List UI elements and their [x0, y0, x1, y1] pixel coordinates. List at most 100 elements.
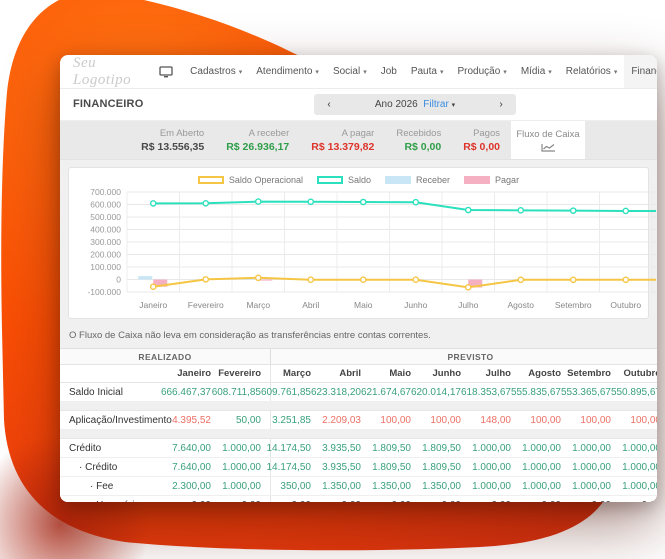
- table-cell: 666.467,37: [160, 386, 211, 398]
- nav-item-midia[interactable]: Mídia ▾: [514, 55, 559, 88]
- stat-value: R$ 13.556,35: [141, 140, 205, 153]
- table-cell: 555.835,67: [510, 386, 561, 398]
- cashflow-chart: 700.000 600.000 500.000 400.000 300.000 200.0…: [87, 187, 657, 310]
- legend-item: Saldo Operacional: [197, 175, 303, 185]
- next-year-button[interactable]: ›: [499, 99, 503, 110]
- legend-swatch: [197, 176, 224, 184]
- nav-item-job[interactable]: Job: [374, 55, 404, 88]
- row-label: · Honorário: [60, 496, 170, 503]
- table-cell: 100,00: [580, 414, 611, 426]
- table-header-setembro: Setembro: [567, 368, 611, 379]
- table-cell: 0,00: [520, 496, 570, 503]
- table-cell: 620.014,17: [410, 386, 461, 398]
- table-cell: 1.000,00: [572, 442, 611, 454]
- table-cell: 1.809,50: [422, 461, 461, 473]
- nav-item-producao[interactable]: Produção ▾: [450, 55, 513, 88]
- svg-text:400.000: 400.000: [90, 225, 121, 235]
- chart-legend: Saldo Operacional Saldo Receber Pagar: [77, 172, 640, 188]
- table-cell: 1.809,50: [422, 442, 461, 454]
- stat-label: Recebidos: [396, 127, 442, 139]
- filter-caret-icon: ▾: [451, 102, 456, 109]
- nav-item-label: Job: [380, 66, 397, 77]
- top-navbar: Seu Logotipo Cadastros ▾ Atendimento ▾ Socia…: [60, 55, 657, 89]
- table-cell: 0,00: [420, 496, 470, 503]
- legend-item: Saldo: [316, 175, 371, 185]
- legend-label: Receber: [416, 175, 451, 185]
- stat-value: R$ 26.936,17: [226, 140, 290, 153]
- table-cell: 550.895,67: [610, 386, 657, 398]
- table-cell: 7.640,00: [172, 461, 211, 473]
- main-menu: Cadastros ▾ Atendimento ▾ Social ▾ Job Pauta ▾ Pr…: [159, 55, 657, 88]
- table-cell: 2.209,03: [322, 414, 361, 426]
- stat-value: R$ 0,00: [463, 140, 500, 153]
- table-cell: 1.000,00: [572, 461, 611, 473]
- table-cell: 0,00: [220, 496, 270, 503]
- table-row: · Honorário0,000,000,000,000,000,000,000…: [60, 496, 657, 502]
- app-window: Seu Logotipo Cadastros ▾ Atendimento ▾ Socia…: [60, 55, 657, 502]
- nav-item-cadastros[interactable]: Cadastros ▾: [183, 55, 249, 88]
- table-header-row: Janeiro Fevereiro Março Abril Maio Junho Julho…: [60, 365, 657, 383]
- table-cell: 0,00: [370, 496, 420, 503]
- cashflow-note: O Fluxo de Caixa não leva em consideraçã…: [69, 330, 431, 341]
- table-row: · Crédito 7.640,00 1.000,00 14.174,50 3.935,…: [60, 458, 657, 477]
- table-cell: 3.935,50: [322, 442, 361, 454]
- table-cell: 1.000,00: [472, 480, 511, 492]
- monitor-icon[interactable]: [159, 55, 173, 88]
- table-cell: 1.000,00: [222, 442, 261, 454]
- table-cell: 350,00: [270, 477, 320, 495]
- tab-fluxo-de-caixa[interactable]: Fluxo de Caixa: [511, 121, 585, 159]
- nav-item-relatorios[interactable]: Relatórios ▾: [559, 55, 625, 88]
- chevron-down-icon: ▾: [315, 68, 319, 76]
- legend-item: Pagar: [464, 175, 519, 185]
- nav-item-label: Produção: [457, 66, 501, 77]
- chevron-down-icon: ▾: [548, 68, 552, 76]
- nav-item-atendimento[interactable]: Atendimento ▾: [249, 55, 326, 88]
- nav-item-pauta[interactable]: Pauta ▾: [404, 55, 451, 88]
- chevron-down-icon: ▾: [503, 68, 507, 76]
- table-cell: 609.761,85: [261, 383, 320, 401]
- table-cell: 1.000,00: [522, 442, 561, 454]
- table-cell: 100,00: [380, 414, 411, 426]
- table-cell: 7.640,00: [172, 442, 211, 454]
- table-row: Saldo Inicial 666.467,37 608.711,85 609.761…: [60, 383, 657, 402]
- table-cell: 553.365,67: [560, 386, 611, 398]
- svg-text:100.000: 100.000: [90, 262, 121, 272]
- table-cell: 618.353,67: [460, 386, 511, 398]
- svg-text:Março: Março: [246, 300, 270, 310]
- cashflow-chart-panel: Saldo Operacional Saldo Receber Pagar 700.0…: [68, 167, 657, 319]
- chevron-down-icon: ▾: [439, 68, 444, 76]
- table-cell: 1.809,50: [372, 461, 411, 473]
- svg-text:-100.000: -100.000: [87, 287, 121, 297]
- table-header-fevereiro: Fevereiro: [218, 368, 261, 379]
- app-logo: Seu Logotipo: [73, 55, 132, 88]
- table-group-realizado: REALIZADO: [138, 351, 192, 362]
- nav-item-social[interactable]: Social ▾: [326, 55, 374, 88]
- prev-year-button[interactable]: ‹: [327, 99, 331, 110]
- table-cell: 4.395,52: [172, 414, 211, 426]
- stat-value: R$ 13.379,82: [311, 140, 375, 153]
- stat-em-aberto: Em Aberto R$ 13.556,35: [130, 121, 215, 159]
- nav-item-label: Cadastros: [190, 66, 236, 77]
- table-row: · Fee 2.300,00 1.000,00 350,00 1.350,00 1.350…: [60, 477, 657, 496]
- table-cell: 50,00: [235, 414, 261, 426]
- cashflow-table: REALIZADO PREVISTO Janeiro Fevereiro Março Ab…: [60, 348, 657, 502]
- row-label: Crédito: [69, 442, 102, 454]
- table-cell: 100,00: [430, 414, 461, 426]
- nav-item-label: Pauta: [410, 66, 437, 77]
- table-cell: 1.000,00: [472, 461, 511, 473]
- stat-label: Em Aberto: [159, 127, 205, 139]
- content-area: Em Aberto R$ 13.556,35 A receber R$ 26.936,…: [60, 121, 657, 502]
- table-cell: 0,00: [320, 496, 370, 503]
- table-row: Aplicação/Investimento 4.395,52 50,00 3.251…: [60, 411, 657, 430]
- filter-link[interactable]: Filtrar: [423, 99, 449, 110]
- table-header-marco: Março: [270, 365, 320, 382]
- nav-item-label: Atendimento: [256, 66, 313, 77]
- table-cell: 100,00: [530, 414, 561, 426]
- table-cell: 608.711,85: [211, 386, 261, 398]
- nav-item-label: Mídia: [520, 66, 546, 77]
- stat-label: A pagar: [341, 127, 375, 139]
- table-row: Crédito 7.640,00 1.000,00 14.174,50 3.935,50…: [60, 439, 657, 458]
- table-cell: 1.809,50: [372, 442, 411, 454]
- nav-item-financeiro[interactable]: Financeiro▾: [624, 55, 657, 88]
